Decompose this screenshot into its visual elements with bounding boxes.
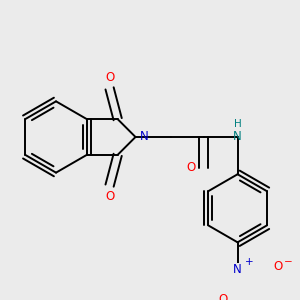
Text: O: O [105, 190, 114, 203]
Text: +: + [244, 257, 253, 267]
Text: N: N [233, 130, 242, 143]
Text: O: O [219, 292, 228, 300]
Text: O: O [105, 70, 114, 83]
Text: O: O [186, 161, 196, 174]
Text: N: N [233, 263, 242, 276]
Text: H: H [234, 119, 242, 129]
Text: −: − [284, 257, 293, 267]
Text: O: O [273, 260, 283, 273]
Text: N: N [140, 130, 149, 143]
